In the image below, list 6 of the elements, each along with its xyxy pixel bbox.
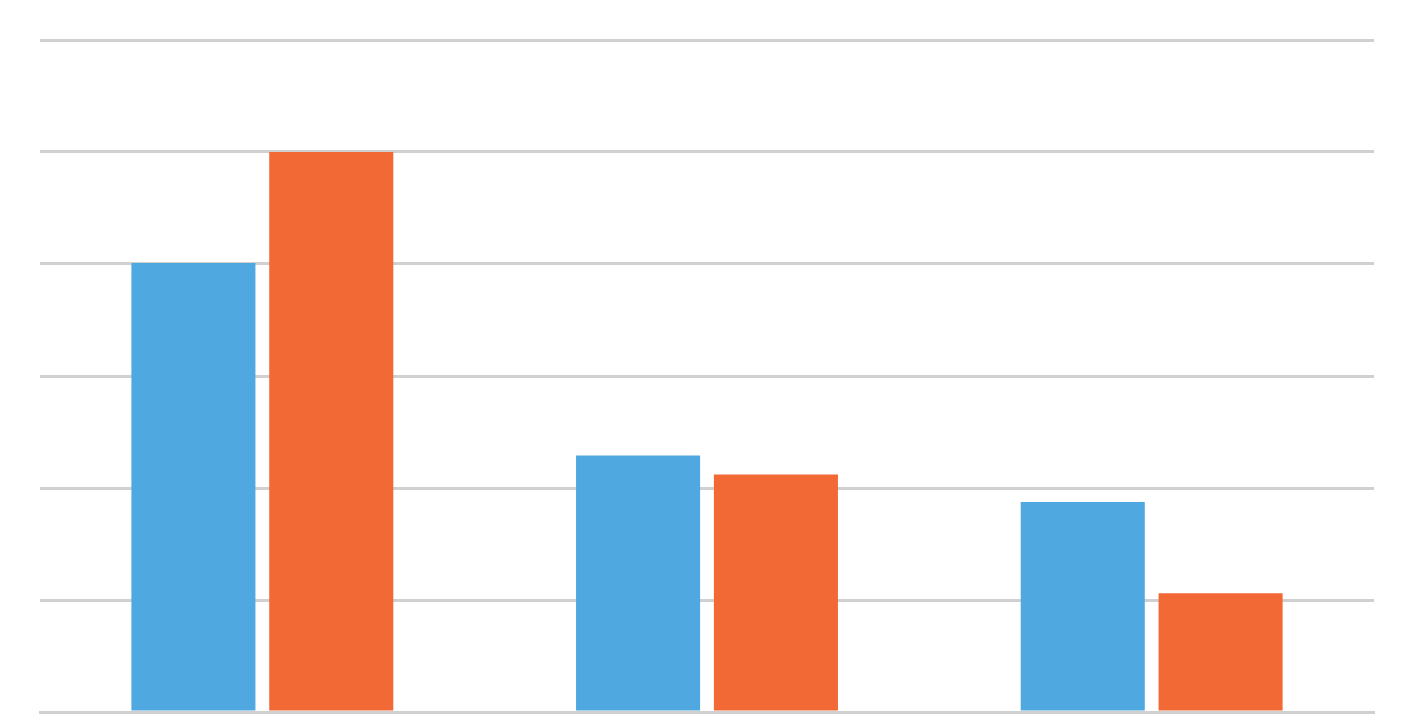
bar <box>1020 502 1145 711</box>
bar <box>1158 593 1283 711</box>
bar <box>713 474 838 711</box>
bar <box>131 262 256 711</box>
bar <box>576 455 701 711</box>
bar <box>269 152 394 711</box>
